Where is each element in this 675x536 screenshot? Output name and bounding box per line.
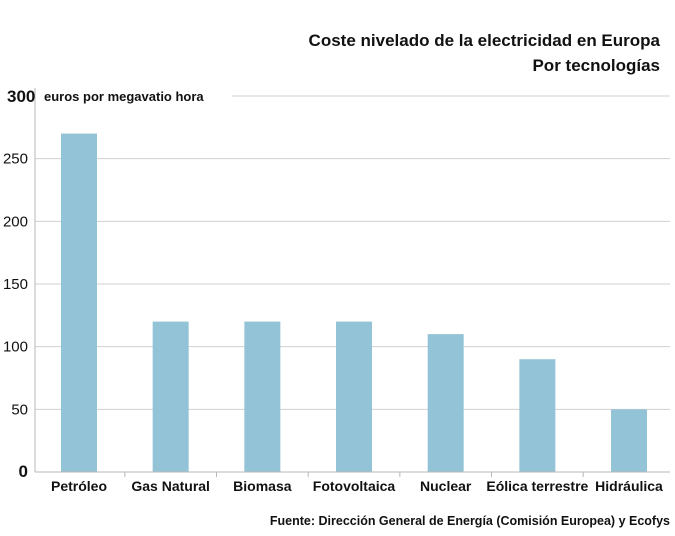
source-note: Fuente: Dirección General de Energía (Co… — [270, 514, 670, 528]
x-tick-label: Nuclear — [420, 478, 472, 494]
bars — [61, 133, 648, 472]
y-tick-label: 150 — [3, 276, 28, 293]
x-tick-label: Fotovoltaica — [313, 478, 396, 494]
chart-title: Coste nivelado de la electricidad en Eur… — [309, 31, 661, 50]
y-tick-label: 200 — [3, 213, 28, 230]
y-tick-label: 100 — [3, 339, 28, 356]
y-tick-label: 50 — [11, 401, 28, 418]
y-tick-label: 250 — [3, 151, 28, 168]
y-axis-label: euros por megavatio hora — [44, 89, 204, 104]
bar — [611, 409, 648, 472]
y-tick-label: 300 — [7, 87, 35, 106]
x-tick-label: Biomasa — [233, 478, 292, 494]
x-tick-label: Hidráulica — [595, 478, 663, 494]
grid-lines — [35, 95, 670, 410]
x-tick-labels: Petróleo Gas Natural Biomasa Fotovoltaica Nu… — [51, 478, 663, 494]
y-tick-labels: 0 50 100 150 200 250 300 — [3, 87, 35, 481]
bar — [519, 359, 556, 472]
bar — [427, 334, 464, 472]
x-tick-label: Gas Natural — [131, 478, 210, 494]
x-tick-label: Petróleo — [51, 478, 107, 494]
bar — [336, 321, 373, 472]
axes — [34, 88, 670, 477]
bar — [152, 321, 189, 472]
bar — [61, 133, 97, 472]
chart-subtitle: Por tecnologías — [532, 56, 660, 75]
y-tick-label: 0 — [19, 462, 28, 481]
bar — [244, 321, 281, 472]
x-tick-label: Eólica terrestre — [486, 478, 588, 494]
